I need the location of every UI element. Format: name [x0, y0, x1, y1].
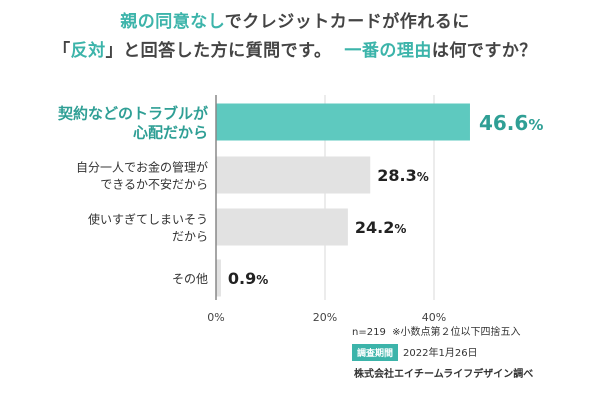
period-badge: 調査期間 [352, 344, 399, 361]
category-label: 使いすぎてしまいそうだから [88, 212, 208, 244]
value-unit: % [256, 273, 268, 287]
title-text-1: でクレジットカードが作れるに [224, 12, 470, 32]
category-label-line: 使いすぎてしまいそう [88, 212, 208, 227]
category-label-line: その他 [172, 272, 208, 286]
category-label: その他 [172, 272, 208, 286]
category-label-line: だから [172, 230, 208, 244]
bar [216, 156, 371, 194]
x-tick-label: 0% [207, 311, 224, 324]
survey-period: 調査期間 2022年1月26日 [352, 344, 478, 361]
source-credit: 株式会社エイチームライフデザイン調べ [354, 369, 534, 380]
bar [216, 103, 470, 141]
title-text-2: 」と回答した方に質問です。 [105, 41, 332, 61]
sample-note: n=219 ※小数点第２位以下四捨五入 [352, 323, 521, 338]
value-unit: % [394, 222, 406, 236]
category-label-line: できるか不安だから [100, 177, 208, 192]
category-label-line: 心配だから [133, 124, 208, 142]
value-unit: % [528, 116, 543, 134]
rounding-note: ※小数点第２位以下四捨五入 [392, 327, 521, 338]
category-label: 自分一人でお金の管理ができるか不安だから [76, 160, 208, 192]
bar [216, 208, 348, 246]
title-highlight-1: 親の同意なし [120, 12, 225, 32]
title-highlight-2: 反対 [70, 41, 106, 61]
sample-size: n=219 [352, 327, 386, 338]
category-label-line: 自分一人でお金の管理が [76, 160, 208, 175]
category-label-line: 契約などのトラブルが [57, 105, 209, 123]
period-date: 2022年1月26日 [403, 348, 478, 359]
title-highlight-3: 一番の理由 [344, 41, 432, 61]
value-label: 0.9% [228, 269, 268, 288]
value-label: 24.2% [355, 218, 407, 237]
bar [216, 259, 221, 297]
value-unit: % [417, 170, 429, 184]
chart-title-line2: 「反対」と回答した方に質問です。 一番の理由は何ですか？ [0, 36, 590, 61]
value-label: 46.6% [479, 111, 543, 135]
title-text-3: は何ですか？ [431, 41, 537, 61]
x-tick-label: 20% [313, 311, 337, 324]
chart-title-line1: 親の同意なしでクレジットカードが作れるに [0, 7, 590, 32]
category-label: 契約などのトラブルが心配だから [57, 105, 209, 142]
value-label: 28.3% [377, 166, 429, 185]
x-tick-label: 40% [422, 311, 446, 324]
title-bracket-open: 「 [53, 41, 71, 61]
